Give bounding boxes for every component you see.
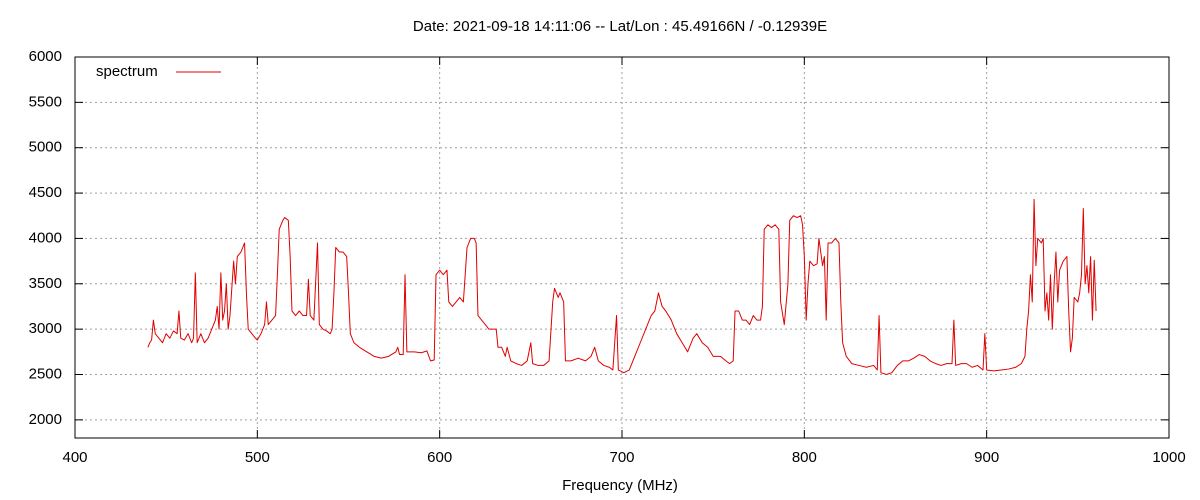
y-tick-label: 4500: [29, 184, 62, 201]
spectrum-line: [147, 198, 1097, 375]
y-tick-label: 5500: [29, 93, 62, 110]
x-tick-label: 1000: [1152, 449, 1185, 466]
y-tick-label: 6000: [29, 48, 62, 65]
x-axis-label: Frequency (MHz): [562, 477, 678, 494]
legend-label: spectrum: [96, 63, 158, 80]
x-tick-label: 700: [609, 449, 634, 466]
x-tick-label: 600: [427, 449, 452, 466]
plot-frame: [74, 56, 1170, 439]
y-tick-label: 5000: [29, 139, 62, 156]
chart-title: Date: 2021-09-18 14:11:06 -- Lat/Lon : 4…: [413, 18, 827, 35]
x-tick-label: 900: [974, 449, 999, 466]
y-tick-label: 3000: [29, 320, 62, 337]
y-tick-label: 2500: [29, 365, 62, 382]
x-tick-label: 400: [62, 449, 87, 466]
y-tick-label: 3500: [29, 275, 62, 292]
x-tick-label: 500: [245, 449, 270, 466]
y-tick-label: 2000: [29, 411, 62, 428]
y-tick-label: 4000: [29, 229, 62, 246]
x-tick-label: 800: [792, 449, 817, 466]
